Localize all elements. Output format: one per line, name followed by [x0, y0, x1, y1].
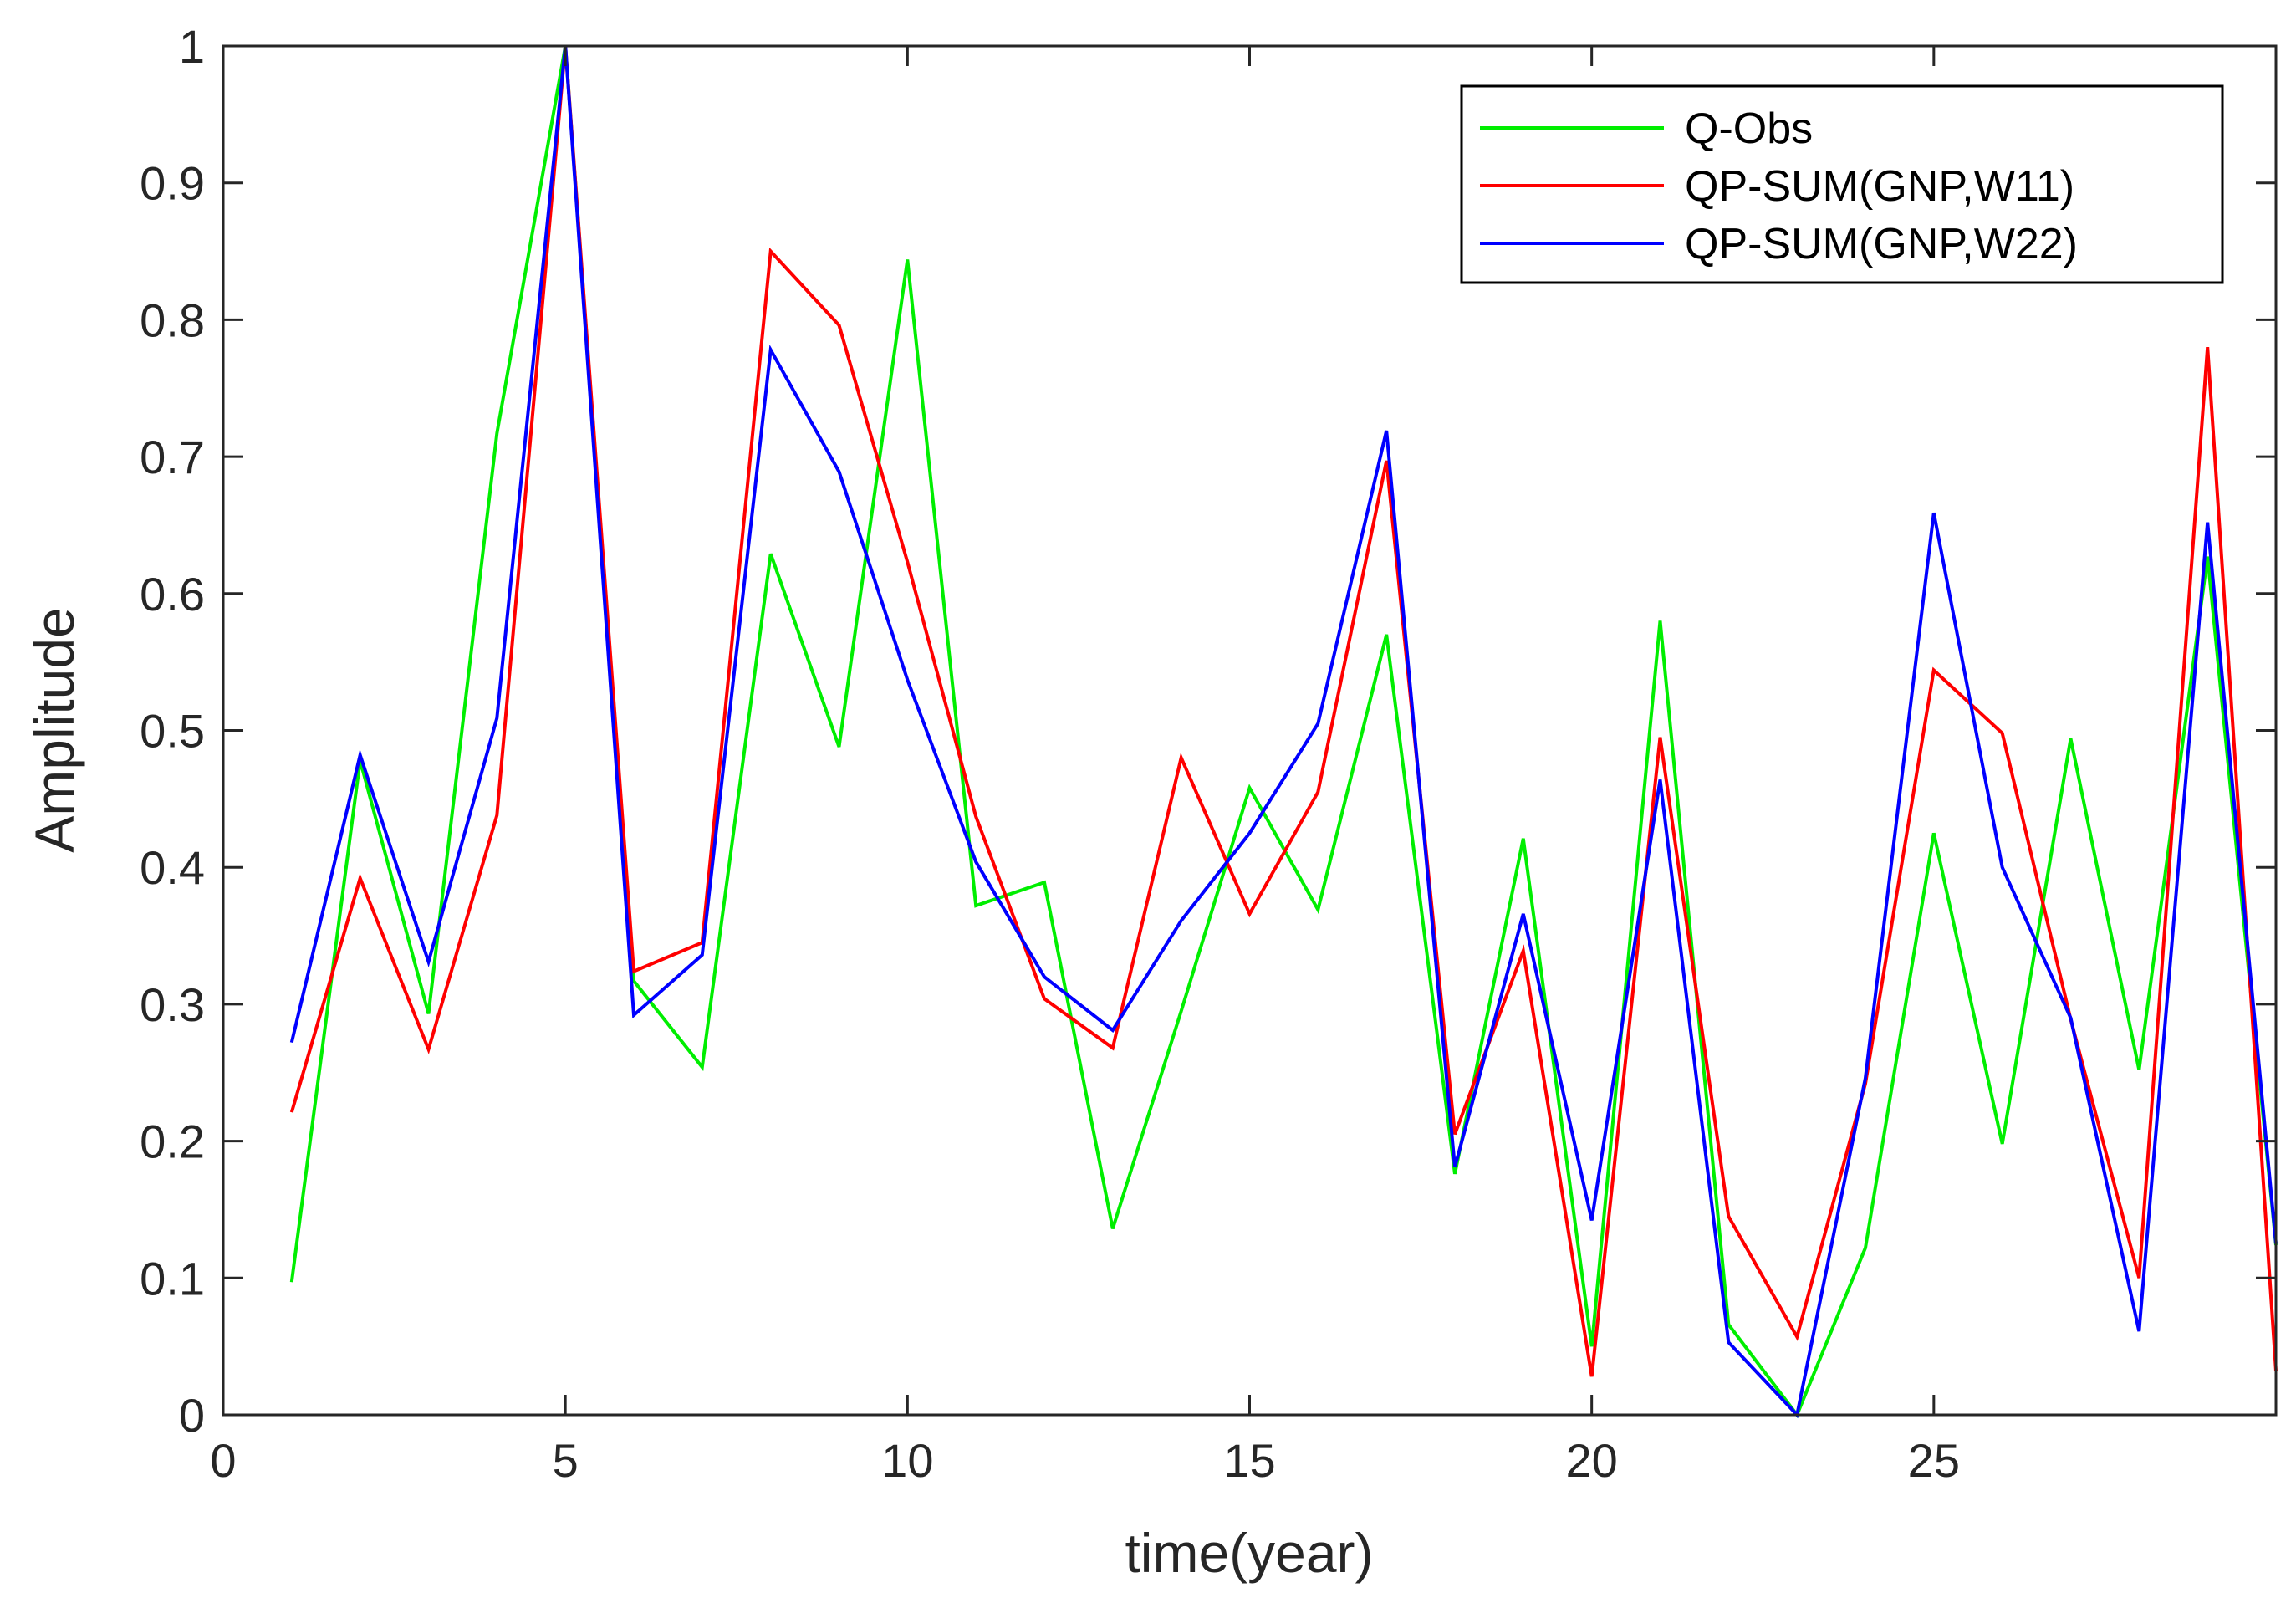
series-line-1 — [289, 45, 2278, 1377]
y-tick-label: 0.1 — [140, 1252, 205, 1304]
y-tick-label: 0.3 — [140, 978, 205, 1031]
legend-label-q-obs: Q-Obs — [1685, 105, 1813, 153]
x-tick-label: 0 — [210, 1434, 236, 1487]
x-tick-label: 20 — [1566, 1434, 1618, 1487]
y-axis-title: Amplitude — [23, 607, 85, 853]
legend-label-qp-sum-w11: QP-SUM(GNP,W11) — [1685, 162, 2074, 211]
x-tick-label: 25 — [1908, 1434, 1960, 1487]
y-tick-label: 0.9 — [140, 157, 205, 210]
x-tick-label: 15 — [1223, 1434, 1275, 1487]
y-tick-label: 0.6 — [140, 568, 205, 620]
x-tick-label: 5 — [553, 1434, 579, 1487]
y-tick-labels: 0 0.1 0.2 0.3 0.4 0.5 0.6 0.7 0.8 0.9 1 — [140, 20, 205, 1442]
axes-layer — [222, 44, 2278, 1417]
y-tick-label: 0.2 — [140, 1115, 205, 1168]
x-tick-labels: 0 5 10 15 20 25 — [210, 1434, 1960, 1487]
legend: Q-Obs QP-SUM(GNP,W11) QP-SUM(GNP,W22) — [1460, 84, 2224, 284]
y-tick-label: 0 — [179, 1389, 205, 1442]
series-layer — [289, 45, 2278, 1419]
legend-label-qp-sum-w22: QP-SUM(GNP,W22) — [1685, 220, 2078, 268]
y-tick-label: 1 — [179, 20, 205, 73]
y-tick-label: 0.8 — [140, 294, 205, 346]
x-tick-label: 10 — [881, 1434, 933, 1487]
x-axis-title: time(year) — [1125, 1522, 1373, 1584]
y-tick-label: 0.7 — [140, 431, 205, 483]
y-tick-label: 0.4 — [140, 841, 205, 894]
series-line-2 — [289, 45, 2278, 1419]
y-tick-label: 0.5 — [140, 705, 205, 758]
